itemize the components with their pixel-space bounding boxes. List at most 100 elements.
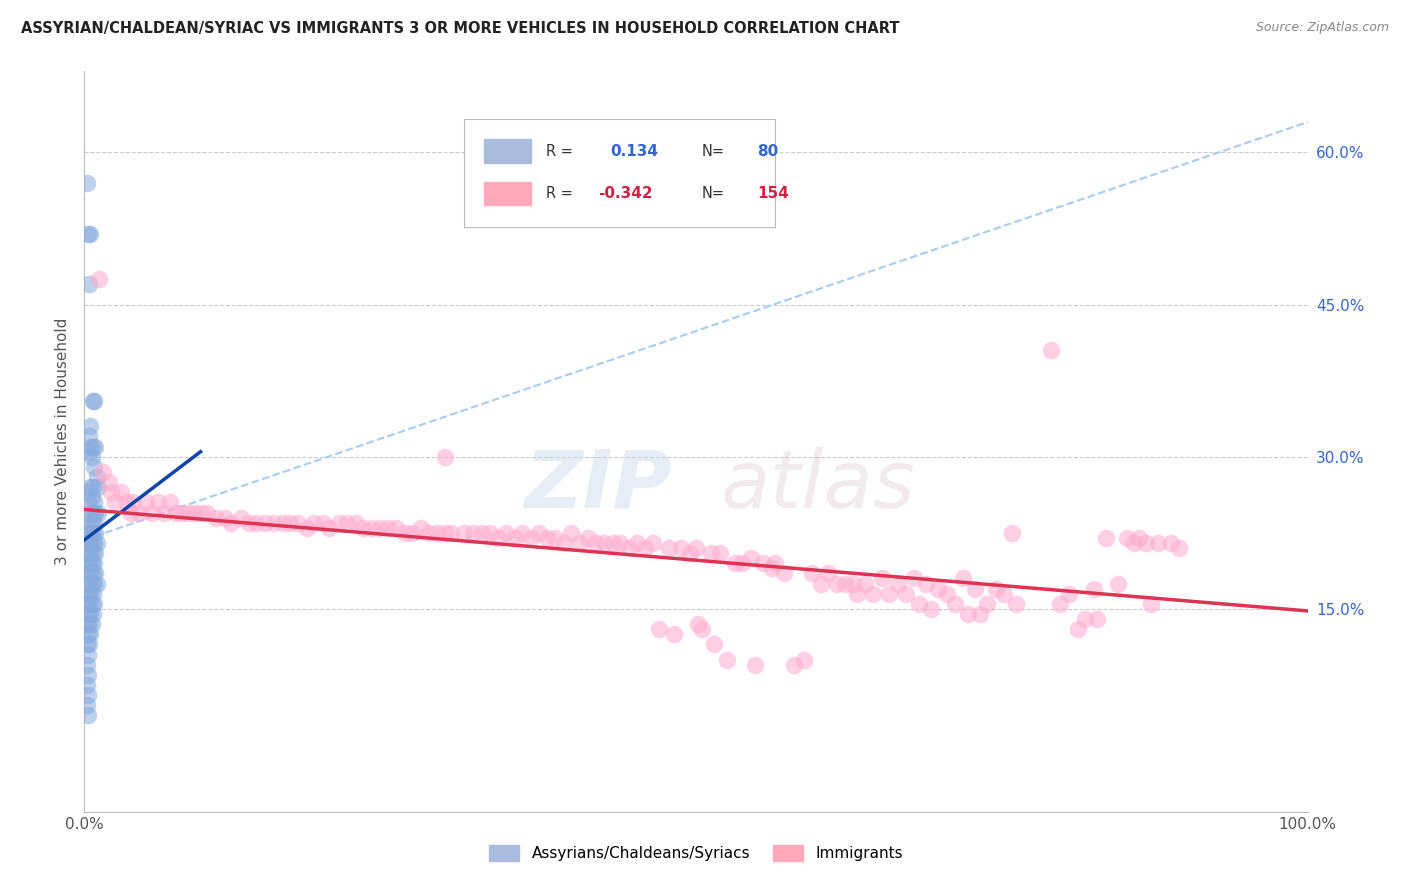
Text: N=: N= [702, 144, 725, 159]
Point [633, 541, 655, 555]
Point [1057, 587, 1080, 601]
Point [79, 440, 101, 454]
Point [915, 576, 938, 591]
Point [352, 521, 374, 535]
Point [724, 556, 747, 570]
Point [83, 597, 105, 611]
Point [77, 576, 100, 591]
Point [434, 525, 457, 540]
Point [83, 394, 105, 409]
Point [553, 536, 575, 550]
Point [709, 546, 731, 560]
Point [190, 506, 212, 520]
Point [699, 546, 721, 560]
Point [907, 597, 929, 611]
Point [128, 506, 150, 520]
Point [773, 566, 796, 581]
Point [76, 597, 98, 611]
Point [87, 480, 110, 494]
Point [846, 587, 869, 601]
Point [76, 698, 98, 713]
Point [77, 627, 100, 641]
Point [115, 495, 138, 509]
Text: ZIP: ZIP [524, 447, 672, 525]
Point [84, 525, 107, 540]
Text: -0.342: -0.342 [598, 186, 652, 201]
Point [426, 525, 449, 540]
Point [1115, 531, 1137, 545]
Point [82, 566, 104, 581]
Point [287, 516, 309, 530]
Point [79, 525, 101, 540]
Point [1083, 582, 1105, 596]
Point [77, 566, 100, 581]
Point [793, 652, 815, 666]
Point [984, 582, 1007, 596]
Point [80, 516, 103, 530]
Point [183, 506, 205, 520]
Point [560, 525, 582, 540]
Point [83, 576, 105, 591]
Point [935, 587, 957, 601]
Point [214, 510, 236, 524]
Point [83, 556, 105, 570]
Point [463, 525, 485, 540]
Point [1005, 597, 1028, 611]
Text: 154: 154 [758, 186, 789, 201]
Point [993, 587, 1015, 601]
Point [80, 491, 103, 505]
Point [79, 227, 101, 241]
Point [1122, 536, 1144, 550]
Point [1094, 531, 1116, 545]
Point [834, 576, 856, 591]
Point [77, 495, 100, 509]
Point [679, 546, 702, 560]
Point [312, 516, 335, 530]
Point [263, 516, 285, 530]
Point [77, 587, 100, 601]
Point [83, 516, 105, 530]
Point [77, 516, 100, 530]
Point [503, 531, 526, 545]
Point [159, 495, 181, 509]
Point [817, 566, 839, 581]
Point [862, 587, 884, 601]
Point [76, 678, 98, 692]
Point [80, 617, 103, 632]
Point [97, 475, 120, 489]
Point [801, 566, 824, 581]
Point [82, 480, 104, 494]
Point [927, 582, 949, 596]
Point [77, 597, 100, 611]
Y-axis label: 3 or more Vehicles in Household: 3 or more Vehicles in Household [55, 318, 70, 566]
Point [853, 576, 876, 591]
Point [91, 465, 114, 479]
Point [952, 571, 974, 585]
Point [82, 546, 104, 560]
Point [671, 541, 693, 555]
Point [877, 587, 900, 601]
Point [1168, 541, 1191, 555]
Point [79, 587, 101, 601]
Point [79, 480, 101, 494]
Point [172, 506, 194, 520]
Point [76, 536, 98, 550]
Point [87, 506, 110, 520]
Point [83, 536, 105, 550]
Point [568, 536, 591, 550]
Point [744, 657, 766, 672]
Point [1085, 612, 1108, 626]
Point [76, 617, 98, 632]
Point [82, 394, 104, 409]
Point [271, 516, 294, 530]
Point [740, 551, 762, 566]
Point [122, 495, 145, 509]
Point [716, 652, 738, 666]
Point [77, 556, 100, 570]
Legend: Assyrians/Chaldeans/Syriacs, Immigrants: Assyrians/Chaldeans/Syriacs, Immigrants [482, 838, 910, 867]
Point [86, 576, 108, 591]
Point [84, 440, 107, 454]
Point [440, 525, 463, 540]
Point [510, 525, 533, 540]
Point [82, 607, 104, 621]
